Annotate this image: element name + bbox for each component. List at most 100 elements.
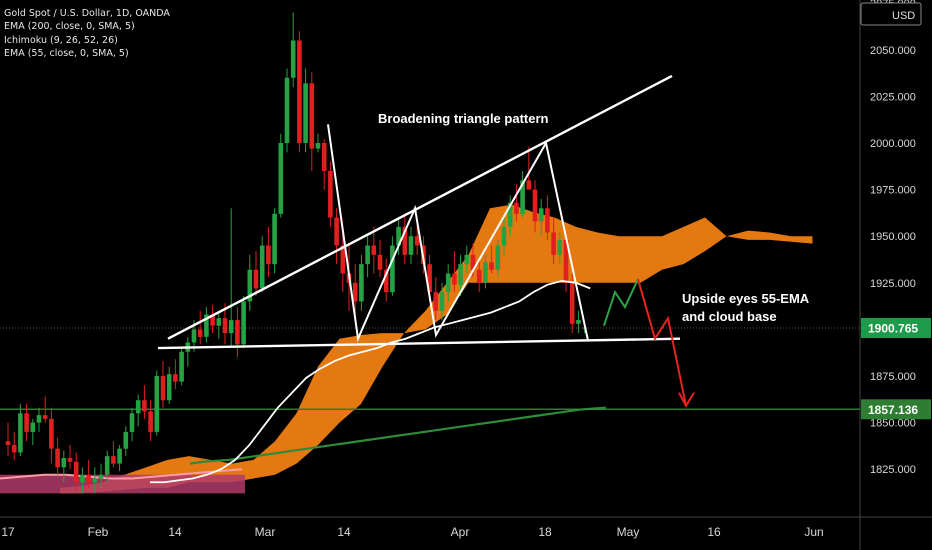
candle-body (241, 301, 246, 345)
green-projection (603, 278, 639, 326)
legend-symbol[interactable]: Gold Spot / U.S. Dollar, 1D, OANDA (4, 8, 170, 19)
red-arrowhead (678, 392, 695, 408)
candle-body (365, 245, 370, 265)
candle-body (464, 254, 470, 265)
candle-body (563, 239, 569, 283)
ema55-line (150, 280, 591, 484)
candle-body (445, 273, 451, 293)
y-tick-label: 2050.000 (870, 45, 916, 57)
candle-body (98, 474, 104, 479)
candle-body (104, 456, 110, 475)
candle-body (5, 441, 11, 445)
candle-body (61, 458, 67, 468)
candle-body (576, 320, 581, 324)
legend-ema200[interactable]: EMA (200, close, 0, SMA, 5) (4, 21, 135, 33)
candle-body (36, 415, 42, 423)
ema200-line (189, 406, 607, 465)
y-tick-label: 1850.000 (870, 418, 916, 430)
upside-annotation-line1: Upside eyes 55-EMA (682, 291, 810, 306)
x-tick-label: Jun (804, 525, 823, 539)
candle-body (371, 245, 377, 255)
x-tick-label: 17 (1, 525, 15, 539)
tenkan-line (0, 468, 243, 480)
candle-body (309, 83, 315, 149)
x-tick-label: 16 (707, 525, 721, 539)
x-axis: 17 Feb 14 Mar 14 Apr 18 May 16 Jun (1, 525, 823, 539)
candle-body (216, 318, 222, 326)
candle-body (507, 202, 513, 227)
candle-body (253, 269, 259, 289)
candle-body (228, 320, 234, 334)
candle-body (489, 262, 494, 270)
price-label-text: 1857.136 (868, 403, 918, 417)
candle-body (24, 413, 29, 432)
candle-body (359, 264, 364, 302)
candle-body (390, 245, 395, 293)
legend-ema55[interactable]: EMA (55, close, 0, SMA, 5) (4, 48, 129, 60)
y-tick-label: 1950.000 (870, 231, 916, 243)
candle-body (402, 226, 408, 255)
candle-body (569, 282, 575, 324)
candle-body (532, 189, 538, 222)
candle-body (284, 77, 290, 143)
candle-body (495, 245, 501, 270)
candle-body (476, 269, 482, 283)
candle-body (483, 262, 488, 283)
candle-body (55, 448, 60, 468)
candle-body (173, 374, 178, 382)
x-tick-label: 14 (168, 525, 182, 539)
price-label-box (861, 317, 931, 338)
candle-body (290, 40, 296, 78)
candle-body (470, 254, 476, 270)
candle-body (154, 376, 160, 432)
candle-body (439, 292, 445, 311)
chart-legend: Gold Spot / U.S. Dollar, 1D, OANDA EMA (… (4, 7, 170, 61)
candle-body (18, 413, 23, 453)
x-tick-label: 18 (538, 525, 552, 539)
candle-body (49, 418, 54, 449)
candle-body (92, 478, 98, 483)
x-tick-label: Mar (255, 525, 276, 539)
candle-body (111, 456, 116, 464)
upside-annotation-line2: and cloud base (682, 309, 777, 324)
candle-body (160, 376, 166, 401)
candle-body (80, 474, 85, 483)
candle-body (340, 245, 346, 274)
legend-ichimoku[interactable]: Ichimoku (9, 26, 52, 26) (4, 34, 118, 46)
candle-body (129, 413, 135, 432)
candle-body (11, 444, 17, 453)
candle-body (30, 422, 36, 432)
candle-body (204, 314, 209, 337)
candle-body (278, 143, 284, 214)
x-tick-label: 14 (337, 525, 351, 539)
candle-body (414, 236, 420, 246)
candle-body (334, 217, 339, 246)
candle-body (210, 314, 215, 326)
candle-body (501, 226, 507, 246)
pattern-drawings (157, 74, 695, 408)
candle-body (259, 245, 265, 289)
candle-body (191, 329, 197, 343)
candle-body (551, 232, 556, 255)
candle-body (538, 208, 544, 222)
lower-trendline (157, 337, 681, 350)
candle-body (315, 143, 321, 149)
zigzag-wave (327, 124, 589, 343)
candle-body (272, 213, 277, 265)
y-axis: 2075.0002050.0002025.0002000.0001975.000… (860, 0, 931, 476)
x-tick-label: Feb (88, 525, 109, 539)
y-tick-label: 1825.000 (870, 464, 916, 476)
y-tick-label: 2025.000 (870, 91, 916, 103)
candle-body (166, 374, 172, 401)
y-tick-label: 1975.000 (870, 185, 916, 197)
candle-body (383, 269, 389, 293)
candle-body (328, 170, 333, 218)
candle-body (247, 269, 253, 302)
candle-body (86, 474, 91, 483)
x-tick-label: May (617, 525, 640, 539)
price-label-text: 1900.765 (868, 321, 918, 335)
candle-body (117, 448, 122, 464)
y-tick-label: 1875.000 (870, 371, 916, 383)
candle-body (452, 273, 457, 285)
